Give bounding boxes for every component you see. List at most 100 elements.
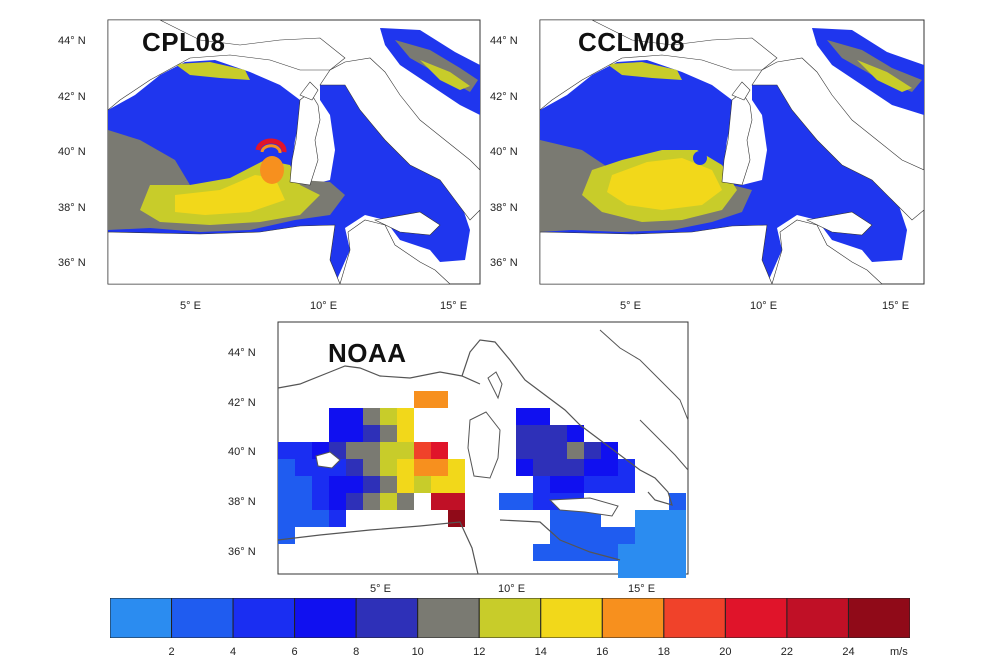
lat-label: 38° N <box>490 202 518 214</box>
noaa-grid-cell <box>567 510 584 527</box>
noaa-grid-cell <box>669 493 686 510</box>
noaa-grid-cell <box>363 425 380 442</box>
colorbar-segment <box>724 598 788 638</box>
noaa-grid-cell <box>448 493 465 510</box>
colorbar-segment <box>417 598 480 638</box>
noaa-corsica <box>487 371 503 400</box>
lat-label: 44° N <box>228 347 256 359</box>
noaa-grid-cell <box>516 459 533 476</box>
noaa-grid-cell <box>550 425 567 442</box>
cpl08-map <box>107 19 481 285</box>
cpl08-italy <box>319 57 481 221</box>
lat-label: 36° N <box>490 257 518 269</box>
noaa-grid-cell <box>516 408 533 425</box>
colorbar-tick-label: 12 <box>473 646 486 658</box>
noaa-grid-cell <box>584 476 601 493</box>
noaa-grid-cell <box>533 493 550 510</box>
cpl08-europe <box>107 19 346 111</box>
lon-label: 10° E <box>498 583 526 595</box>
lon-label: 15° E <box>440 300 468 312</box>
noaa-grid-cell <box>363 459 380 476</box>
noaa-grid-cell <box>669 527 686 544</box>
noaa-grid-cell <box>312 476 329 493</box>
noaa-grid-cell <box>567 459 584 476</box>
noaa-grid-cell <box>652 561 669 578</box>
lat-label: 44° N <box>58 35 86 47</box>
cpl08-adriatic-yellow <box>420 60 470 90</box>
noaa-grid-cell <box>652 527 669 544</box>
colorbar-segment <box>478 598 542 638</box>
colorbar-tick-label: 24 <box>842 646 855 658</box>
colorbar-tick-label: 6 <box>291 646 298 658</box>
cclm08-corsica <box>731 81 751 101</box>
noaa-coast-africa <box>277 521 479 575</box>
colorbar-segment <box>232 598 296 638</box>
noaa-grid-cell <box>346 408 363 425</box>
noaa-grid-cell <box>550 510 567 527</box>
cpl08-sicily <box>374 211 441 236</box>
map-title: CCLM08 <box>578 27 686 57</box>
noaa-grid-cell <box>669 544 686 561</box>
noaa-coast-greece <box>639 419 689 471</box>
noaa-grid-cell <box>550 527 567 544</box>
cclm08-eye <box>693 151 707 165</box>
noaa-grid-cell <box>669 561 686 578</box>
noaa-grid-cell <box>414 391 431 408</box>
noaa-grid-cell <box>516 493 533 510</box>
noaa-grid-cell <box>414 459 431 476</box>
colorbar-unit: m/s <box>890 646 908 658</box>
noaa-grid-cell <box>516 442 533 459</box>
noaa-grid-cell <box>329 510 346 527</box>
noaa-grid-cell <box>448 476 465 493</box>
noaa-grid-cell <box>550 459 567 476</box>
colorbar-tick-label: 2 <box>168 646 175 658</box>
lon-label: 10° E <box>310 300 338 312</box>
cclm08-map <box>539 19 925 285</box>
lat-label: 44° N <box>490 35 518 47</box>
noaa-coast-europe <box>277 365 481 389</box>
noaa-grid-cell <box>278 527 295 544</box>
noaa-coast-tunisia <box>499 519 621 561</box>
noaa-grid-cell <box>312 493 329 510</box>
map-panel-cpl08: CPL08 44° N 42° N 40° N 38° N 36° N 5° E… <box>0 0 500 320</box>
colorbar <box>110 598 910 638</box>
noaa-grid-cell <box>278 493 295 510</box>
noaa-grid-cell <box>380 459 397 476</box>
lat-label: 36° N <box>58 257 86 269</box>
noaa-grid-cell <box>635 561 652 578</box>
noaa-grid-cell <box>431 476 448 493</box>
colorbar-tick-label: 16 <box>596 646 609 658</box>
cclm08-tunisia <box>771 219 883 285</box>
noaa-grid-cell <box>533 425 550 442</box>
noaa-grid-cell <box>635 510 652 527</box>
noaa-grid-cell <box>312 510 329 527</box>
noaa-grid-cell <box>533 442 550 459</box>
noaa-grid-cell <box>584 459 601 476</box>
noaa-grid-cell <box>363 442 380 459</box>
map-title: NOAA <box>328 338 407 368</box>
cpl08-corsica <box>299 81 319 101</box>
noaa-grid-cell <box>278 510 295 527</box>
colorbar-segment <box>540 598 603 638</box>
colorbar-segment <box>786 598 849 638</box>
noaa-grid-cell <box>550 442 567 459</box>
colorbar-segment <box>355 598 419 638</box>
noaa-grid-cell <box>278 442 295 459</box>
noaa-grid-cell <box>601 459 618 476</box>
cclm08-africa <box>539 224 773 285</box>
noaa-grid-cell <box>295 510 312 527</box>
noaa-grid-cell <box>329 493 346 510</box>
noaa-grid-cell <box>652 544 669 561</box>
cpl08-tunisia <box>339 219 451 285</box>
noaa-grid-cell <box>533 408 550 425</box>
colorbar-tick-label: 18 <box>657 646 670 658</box>
noaa-grid-cell <box>346 425 363 442</box>
noaa-grid-cell <box>431 493 448 510</box>
noaa-grid-cell <box>584 510 601 527</box>
noaa-grid-cell <box>601 442 618 459</box>
cclm08-italy <box>751 57 925 221</box>
map-panel-cclm08: CCLM08 44° N 42° N 40° N 38° N 36° N 5° … <box>432 0 932 320</box>
lon-label: 5° E <box>180 300 201 312</box>
noaa-grid-cell <box>431 442 448 459</box>
lat-label: 38° N <box>228 496 256 508</box>
